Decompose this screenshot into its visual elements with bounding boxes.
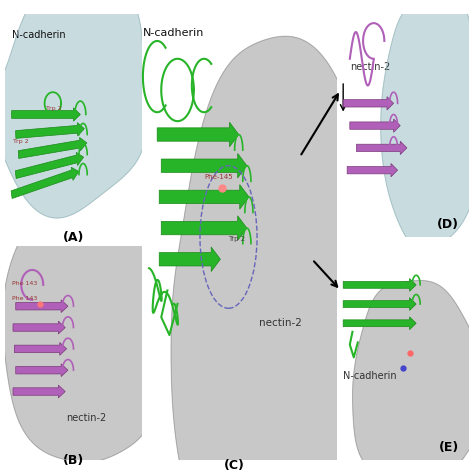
Polygon shape bbox=[3, 178, 166, 462]
Polygon shape bbox=[171, 36, 380, 474]
Text: Trp 2: Trp 2 bbox=[46, 106, 62, 111]
Text: (C): (C) bbox=[224, 459, 245, 472]
FancyArrow shape bbox=[343, 279, 416, 291]
FancyArrow shape bbox=[15, 152, 83, 179]
Text: nectin-2: nectin-2 bbox=[66, 413, 107, 423]
FancyArrow shape bbox=[343, 317, 416, 330]
Text: N-cadherin: N-cadherin bbox=[143, 27, 204, 37]
FancyArrow shape bbox=[18, 137, 87, 158]
FancyArrow shape bbox=[11, 167, 79, 199]
FancyArrow shape bbox=[14, 342, 66, 356]
Text: Trp 2: Trp 2 bbox=[228, 237, 246, 243]
FancyArrow shape bbox=[343, 298, 416, 310]
Text: N-cadherin: N-cadherin bbox=[343, 371, 397, 381]
Polygon shape bbox=[353, 281, 474, 474]
FancyArrow shape bbox=[16, 364, 68, 376]
FancyArrow shape bbox=[12, 108, 80, 121]
FancyArrow shape bbox=[347, 164, 398, 177]
FancyArrow shape bbox=[16, 300, 68, 313]
FancyArrow shape bbox=[159, 185, 249, 209]
Polygon shape bbox=[381, 0, 474, 249]
FancyArrow shape bbox=[16, 123, 84, 138]
Text: (B): (B) bbox=[63, 454, 84, 467]
FancyArrow shape bbox=[350, 119, 400, 132]
FancyArrow shape bbox=[13, 321, 65, 334]
Text: nectin-2: nectin-2 bbox=[350, 62, 390, 72]
Text: N-cadherin: N-cadherin bbox=[11, 30, 65, 40]
FancyArrow shape bbox=[161, 216, 247, 240]
Text: (E): (E) bbox=[438, 441, 459, 454]
Text: Phe 143: Phe 143 bbox=[11, 296, 37, 301]
FancyArrow shape bbox=[343, 97, 393, 110]
FancyArrow shape bbox=[159, 247, 220, 272]
Text: (D): (D) bbox=[437, 218, 459, 231]
Text: (A): (A) bbox=[63, 231, 84, 245]
Text: Trp 2: Trp 2 bbox=[13, 139, 28, 145]
FancyArrow shape bbox=[13, 385, 65, 398]
FancyArrow shape bbox=[356, 141, 407, 155]
Text: Phe-145: Phe-145 bbox=[204, 174, 233, 180]
Polygon shape bbox=[0, 0, 146, 218]
FancyArrow shape bbox=[157, 122, 239, 147]
Text: nectin-2: nectin-2 bbox=[259, 318, 302, 328]
Text: Phe 143: Phe 143 bbox=[11, 281, 37, 286]
FancyArrow shape bbox=[161, 154, 247, 178]
